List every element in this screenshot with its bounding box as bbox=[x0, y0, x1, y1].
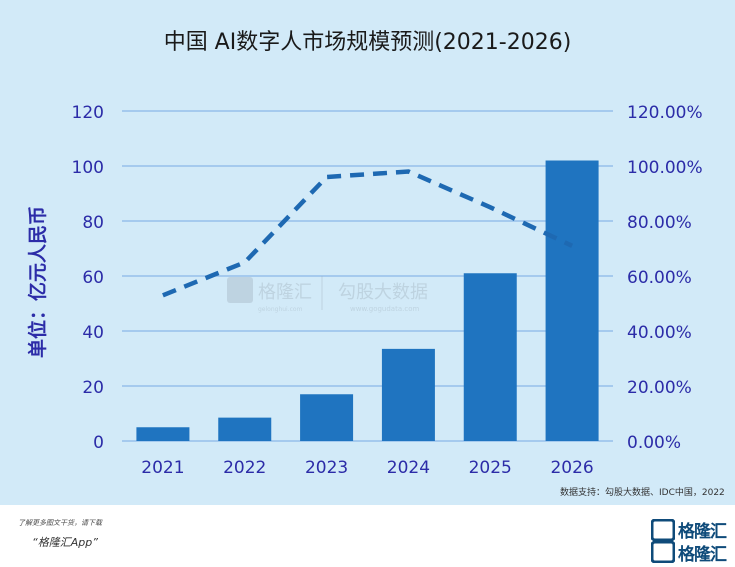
watermark-secondary: 勾股大数据 bbox=[338, 282, 428, 303]
y-tick-label: 100 bbox=[72, 158, 104, 178]
x-tick-label: 2022 bbox=[223, 458, 266, 478]
tick-labels: 0 0.00% 20 20.00% 40 40.00% 60 60.00% 80 80.00% 10… bbox=[72, 103, 703, 478]
watermark-brand-en: gelonghui.com bbox=[258, 306, 303, 313]
y2-tick-label: 100.00% bbox=[627, 158, 703, 178]
y2-tick-label: 40.00% bbox=[627, 323, 692, 343]
bar-series bbox=[136, 160, 599, 441]
x-tick-label: 2023 bbox=[305, 458, 348, 478]
chart-title: 中国 AI数字人市场规模预测(2021-2026) bbox=[163, 30, 572, 55]
footer bbox=[0, 505, 735, 567]
brand-logo-icon bbox=[651, 519, 675, 563]
x-tick-label: 2024 bbox=[387, 458, 430, 478]
bar bbox=[381, 348, 435, 441]
watermark-secondary-en: www.gogudata.com bbox=[350, 305, 419, 313]
footer-promo: 了解更多图文干货，请下载 bbox=[18, 519, 102, 527]
bar bbox=[463, 273, 517, 441]
y-tick-label: 120 bbox=[72, 103, 104, 123]
y2-tick-label: 60.00% bbox=[627, 268, 692, 288]
bar bbox=[136, 427, 190, 441]
chart: 格隆汇 gelonghui.com 勾股大数据 www.gogudata.com… bbox=[26, 103, 703, 478]
bar bbox=[218, 417, 272, 441]
watermark-brand: 格隆汇 bbox=[258, 282, 312, 303]
y-tick-label: 80 bbox=[82, 213, 104, 233]
y-axis-label: 单位：亿元人民币 bbox=[26, 206, 49, 358]
x-tick-label: 2025 bbox=[469, 458, 512, 478]
grid bbox=[122, 110, 613, 442]
brand-logo-text-outline: 格隆汇 bbox=[678, 545, 727, 565]
y2-tick-label: 0.00% bbox=[627, 433, 681, 453]
y2-tick-label: 80.00% bbox=[627, 213, 692, 233]
y-tick-label: 60 bbox=[82, 268, 104, 288]
y-tick-label: 40 bbox=[82, 323, 104, 343]
bar bbox=[545, 160, 599, 441]
bar bbox=[300, 394, 354, 441]
watermark-logo-icon bbox=[227, 277, 253, 303]
growth-line bbox=[162, 169, 574, 298]
y2-tick-label: 20.00% bbox=[627, 378, 692, 398]
x-tick-label: 2021 bbox=[141, 458, 184, 478]
chart-panel bbox=[0, 0, 735, 505]
source-note: 数据支持：勾股大数据、IDC中国，2022 bbox=[560, 488, 725, 498]
brand-logo-text: 格隆汇 bbox=[678, 522, 727, 542]
line-series bbox=[162, 169, 574, 298]
watermark: 格隆汇 gelonghui.com 勾股大数据 www.gogudata.com bbox=[227, 276, 428, 313]
x-tick-label: 2026 bbox=[550, 458, 593, 478]
y-tick-label: 20 bbox=[82, 378, 104, 398]
footer-app-name: “格隆汇App” bbox=[32, 536, 98, 549]
y2-tick-label: 120.00% bbox=[627, 103, 703, 123]
y-tick-label: 0 bbox=[93, 433, 104, 453]
